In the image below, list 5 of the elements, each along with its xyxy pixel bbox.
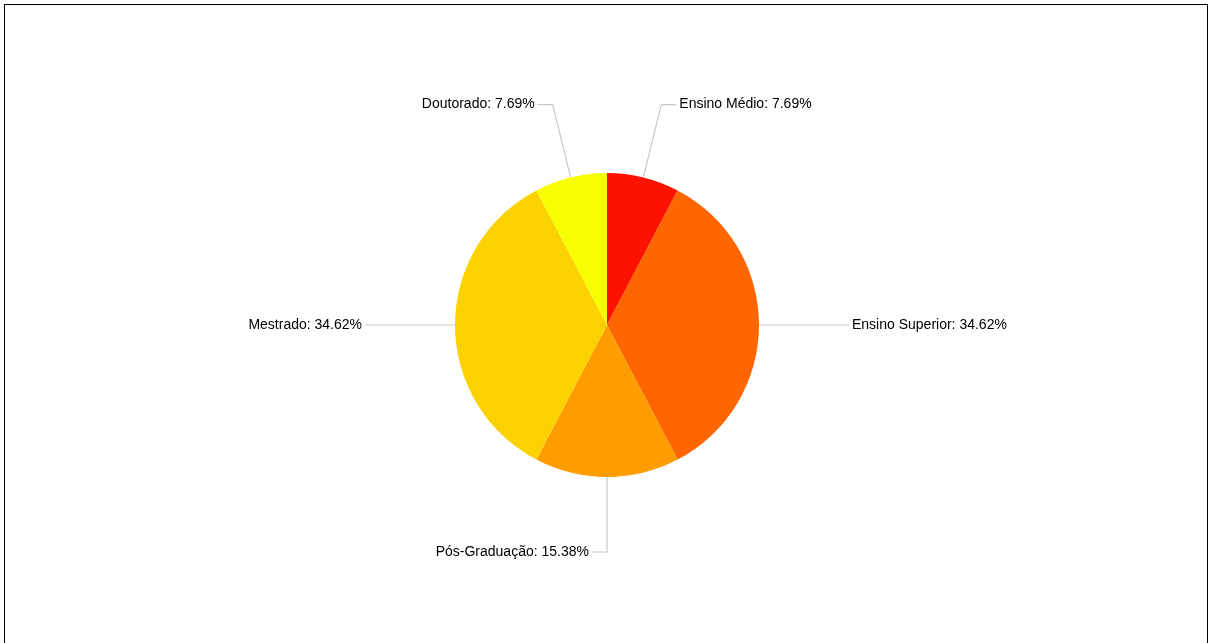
- slice-label: Mestrado: 34.62%: [248, 315, 362, 332]
- slice-label: Ensino Superior: 34.62%: [852, 315, 1007, 332]
- slice-label: Ensino Médio: 7.69%: [679, 95, 812, 112]
- slice-label: Doutorado: 7.69%: [421, 95, 535, 112]
- slice-label: Pós-Graduação: 15.38%: [435, 542, 589, 559]
